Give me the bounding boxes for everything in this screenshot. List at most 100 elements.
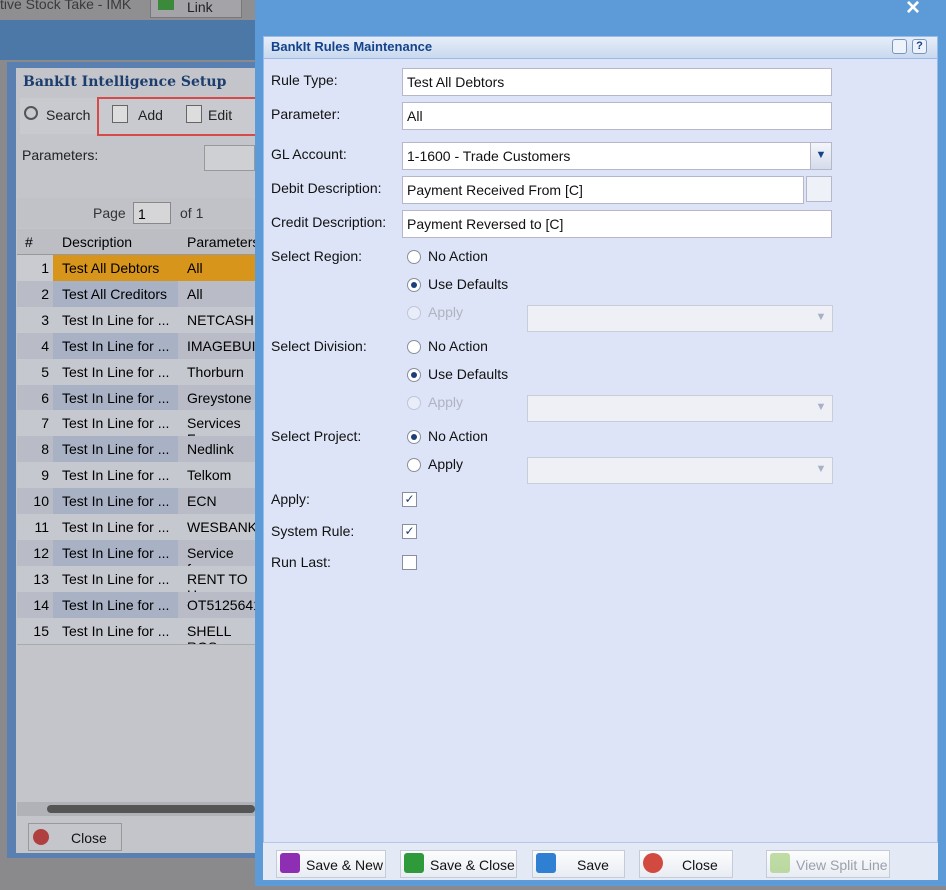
search-button[interactable]: Search: [46, 107, 91, 123]
row-parameters: Services Fe: [187, 415, 241, 436]
radio-label: Apply: [428, 456, 464, 472]
row-number: 5: [41, 363, 49, 380]
radio-label: Use Defaults: [428, 366, 509, 382]
radio-button[interactable]: [407, 458, 421, 472]
radio-label: Apply: [428, 394, 464, 410]
row-parameters: NETCASH: [187, 311, 254, 328]
checkbox[interactable]: [402, 555, 417, 570]
button-icon: [643, 853, 663, 873]
grid-header: # Description Parameters: [17, 229, 259, 255]
row-number: 3: [41, 311, 49, 328]
row-parameters: Thorburn: [187, 363, 244, 380]
row-number: 10: [33, 493, 49, 510]
radio-button[interactable]: [407, 430, 421, 444]
scroll-thumb[interactable]: [47, 805, 255, 813]
radio-button: [407, 396, 421, 410]
field-input[interactable]: Payment Received From [C]: [402, 176, 804, 204]
checkbox-label: System Rule:: [271, 523, 355, 539]
close-icon: [33, 829, 49, 845]
grid-row[interactable]: 5 Test In Line for ... Thorburn: [17, 358, 255, 386]
radio-button[interactable]: [407, 340, 421, 354]
parameters-label: Parameters:: [22, 147, 99, 163]
grid-row[interactable]: 1 Test All Debtors All: [17, 255, 255, 282]
grid-row[interactable]: 14 Test In Line for ... OT5125641: [17, 591, 255, 619]
toolbar: Search Add Edit: [20, 98, 255, 134]
field-label: GL Account:: [271, 146, 347, 162]
row-number: 9: [41, 467, 49, 484]
row-number: 15: [33, 622, 49, 639]
column-header: Description: [62, 234, 133, 250]
field-label: Parameter:: [271, 106, 341, 122]
add-button[interactable]: Add: [138, 107, 163, 123]
page-label: Page: [93, 205, 126, 221]
add-icon: [112, 105, 128, 123]
row-number: 8: [41, 441, 49, 458]
field-label: Rule Type:: [271, 72, 338, 88]
grid-row[interactable]: 13 Test In Line for ... RENT TO H: [17, 565, 255, 593]
help-icon[interactable]: ?: [912, 39, 927, 54]
row-description: Test In Line for ...: [62, 622, 170, 639]
grid-row[interactable]: 2 Test All Creditors All: [17, 280, 255, 308]
row-parameters: Greystone: [187, 389, 252, 406]
radio-button[interactable]: [407, 278, 421, 292]
button-icon: [536, 853, 556, 873]
app-header: [0, 20, 255, 60]
parameters-input[interactable]: [204, 145, 255, 171]
button-icon: [404, 853, 424, 873]
disabled-select: [527, 457, 833, 484]
field-input[interactable]: 1-1600 - Trade Customers: [402, 142, 832, 170]
settings-icon[interactable]: [892, 39, 907, 54]
grid-row[interactable]: 10 Test In Line for ... ECN: [17, 488, 255, 516]
dropdown-trigger[interactable]: ▼: [810, 142, 832, 170]
column-header: Parameters: [187, 234, 260, 250]
column-header: #: [25, 234, 33, 250]
grid-row[interactable]: 9 Test In Line for ... Telkom: [17, 462, 255, 490]
link-icon: [158, 0, 174, 10]
radio-label: Use Defaults: [428, 276, 509, 292]
group-label: Select Division:: [271, 338, 367, 354]
checkbox[interactable]: ✓: [402, 524, 417, 539]
lookup-button[interactable]: [806, 176, 832, 202]
row-description: Test In Line for ...: [62, 415, 170, 432]
row-description: Test All Debtors: [53, 255, 178, 281]
dialog-close-x[interactable]: ×: [906, 0, 921, 21]
field-input[interactable]: Test All Debtors: [402, 68, 832, 96]
grid-row[interactable]: 15 Test In Line for ... SHELL ROS: [17, 617, 255, 645]
dialog-button[interactable]: Save & Close: [400, 850, 517, 878]
field-label: Credit Description:: [271, 214, 387, 230]
row-parameters: RENT TO H: [187, 570, 248, 592]
pager: Page 1 of 1: [17, 198, 255, 228]
grid-row[interactable]: 7 Test In Line for ... Services Fe: [17, 410, 255, 438]
checkbox[interactable]: ✓: [402, 492, 417, 507]
radio-button[interactable]: [407, 250, 421, 264]
row-parameters: Nedlink: [187, 441, 234, 458]
row-parameters: IMAGEBUIL: [187, 337, 255, 354]
grid-row[interactable]: 11 Test In Line for ... WESBANK: [17, 514, 255, 541]
grid-row[interactable]: 3 Test In Line for ... NETCASH: [17, 306, 255, 334]
grid-row[interactable]: 6 Test In Line for ... Greystone: [17, 384, 255, 412]
row-parameters: OT5125641: [187, 596, 255, 613]
row-number: 4: [41, 337, 49, 354]
row-description: Test In Line for ...: [53, 384, 178, 411]
row-number: 6: [41, 389, 49, 406]
dropdown-trigger: ▼: [815, 401, 827, 413]
field-input[interactable]: All: [402, 102, 832, 130]
radio-button[interactable]: [407, 368, 421, 382]
radio-label: No Action: [428, 428, 488, 444]
field-input[interactable]: Payment Reversed to [C]: [402, 210, 832, 238]
row-description: Test In Line for ...: [62, 311, 170, 328]
field-label: Debit Description:: [271, 180, 382, 196]
edit-button[interactable]: Edit: [208, 107, 233, 123]
page-input[interactable]: 1: [133, 202, 171, 224]
grid-row[interactable]: 8 Test In Line for ... Nedlink: [17, 436, 255, 464]
row-description: Test In Line for ...: [53, 591, 178, 618]
row-number: 7: [41, 415, 49, 432]
highlight-box: [97, 97, 255, 136]
window-title: BankIt Intelligence Setup: [23, 74, 227, 90]
page-count: of 1: [180, 205, 204, 221]
disabled-select: [527, 395, 833, 422]
group-label: Select Project:: [271, 428, 362, 444]
row-number: 1: [17, 255, 53, 281]
